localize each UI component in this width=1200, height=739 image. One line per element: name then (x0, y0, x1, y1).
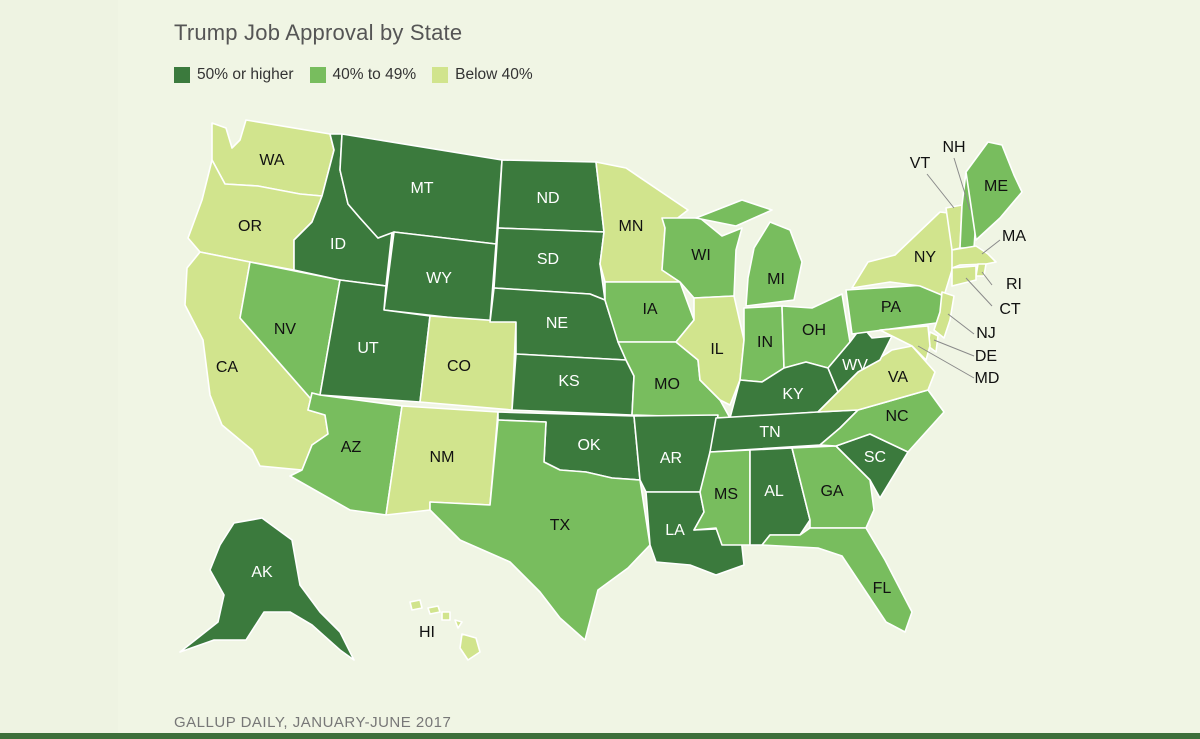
label-il: IL (710, 341, 723, 358)
legend-label-mid: 40% to 49% (332, 66, 417, 83)
state-me[interactable] (965, 141, 1023, 241)
label-la: LA (665, 522, 685, 539)
label-or: OR (238, 218, 262, 235)
label-nj: NJ (976, 325, 996, 342)
legend-swatch-mid (309, 67, 326, 83)
label-wa: WA (259, 152, 285, 169)
state-md[interactable] (879, 325, 931, 361)
label-hi: HI (419, 624, 435, 641)
label-sc: SC (864, 449, 886, 466)
label-id: ID (330, 236, 346, 253)
label-ny: NY (914, 249, 937, 266)
label-ia: IA (642, 301, 657, 318)
label-nd: ND (536, 190, 559, 207)
label-wi: WI (691, 247, 711, 264)
label-co: CO (447, 358, 471, 375)
label-ga: GA (820, 483, 843, 500)
label-ma: MA (1002, 228, 1026, 245)
label-mo: MO (654, 376, 680, 393)
state-mi[interactable] (695, 199, 803, 307)
label-mt: MT (410, 180, 433, 197)
label-leaders (917, 157, 1001, 379)
label-de: DE (975, 348, 997, 365)
label-nm: NM (430, 449, 455, 466)
state-nj[interactable] (933, 291, 955, 339)
label-tn: TN (759, 424, 780, 441)
label-wy: WY (426, 270, 452, 287)
legend: 50% or higher 40% to 49% Below 40% (174, 66, 549, 84)
label-tx: TX (550, 517, 571, 534)
label-ut: UT (357, 340, 379, 357)
label-ne: NE (546, 315, 568, 332)
label-ks: KS (558, 373, 579, 390)
label-ky: KY (782, 386, 804, 403)
label-fl: FL (873, 580, 892, 597)
state-il[interactable] (675, 295, 745, 406)
label-oh: OH (802, 322, 826, 339)
legend-label-low: Below 40% (455, 66, 533, 83)
state-ny[interactable] (851, 211, 957, 297)
label-nc: NC (885, 408, 908, 425)
legend-label-high: 50% or higher (197, 66, 294, 83)
state-ak[interactable] (179, 517, 355, 661)
bottom-bar (0, 733, 1200, 739)
label-va: VA (888, 369, 908, 386)
state-ct[interactable] (951, 265, 977, 287)
label-nv: NV (274, 321, 297, 338)
label-ak: AK (251, 564, 273, 581)
label-ok: OK (577, 437, 600, 454)
legend-swatch-low (432, 67, 449, 83)
label-vt: VT (910, 155, 931, 172)
state-tx[interactable] (429, 419, 651, 641)
state-fl[interactable] (761, 527, 913, 633)
label-al: AL (764, 483, 784, 500)
state-hi[interactable] (409, 599, 481, 661)
label-ri: RI (1006, 276, 1022, 293)
label-in: IN (757, 334, 773, 351)
label-mn: MN (619, 218, 644, 235)
label-ar: AR (660, 450, 682, 467)
label-ca: CA (216, 359, 239, 376)
legend-item-low: Below 40% (432, 66, 533, 84)
legend-item-high: 50% or higher (174, 66, 294, 84)
label-pa: PA (881, 299, 901, 316)
label-az: AZ (341, 439, 362, 456)
state-ma[interactable] (951, 245, 997, 269)
state-nc[interactable] (819, 389, 945, 453)
outer-background (0, 0, 118, 739)
label-mi: MI (767, 271, 785, 288)
legend-item-mid: 40% to 49% (309, 66, 417, 84)
state-labels: WA OR CA NV ID MT WY UT AZ CO NM ND SD N… (216, 139, 1026, 641)
label-ms: MS (714, 486, 738, 503)
label-ct: CT (999, 301, 1021, 318)
legend-swatch-high (174, 67, 190, 83)
map-title: Trump Job Approval by State (174, 20, 463, 45)
label-md: MD (975, 370, 1000, 387)
source-note: GALLUP DAILY, JANUARY-JUNE 2017 (174, 714, 452, 731)
label-me: ME (984, 178, 1008, 195)
state-ri[interactable] (975, 263, 987, 277)
label-sd: SD (537, 251, 559, 268)
label-nh: NH (942, 139, 965, 156)
label-wv: WV (842, 357, 868, 374)
